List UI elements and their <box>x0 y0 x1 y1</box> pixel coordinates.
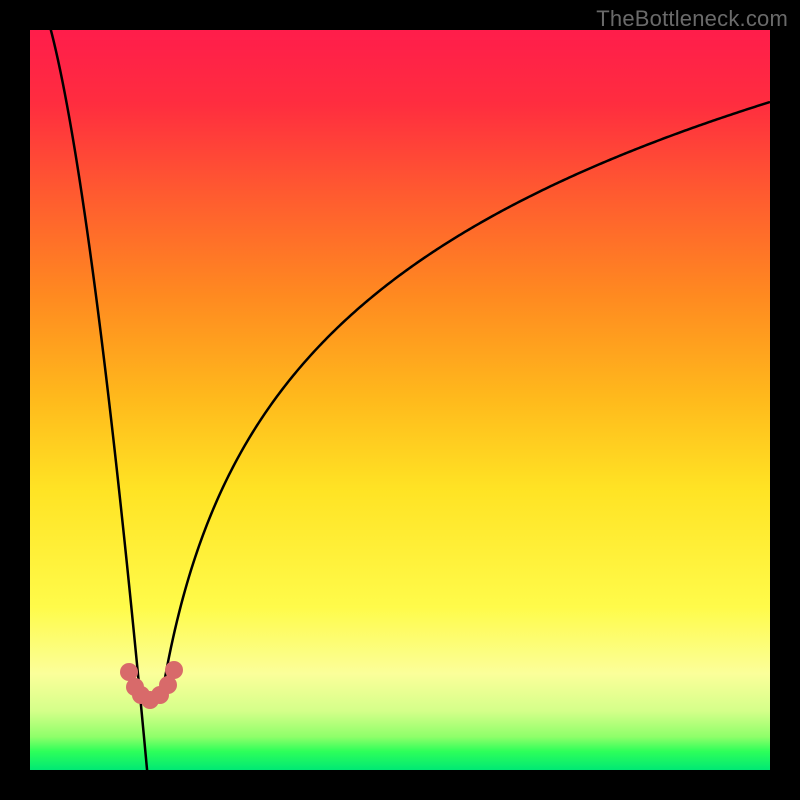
plot-area <box>30 30 770 770</box>
trough-dot <box>165 661 183 679</box>
curve-right <box>149 102 769 695</box>
watermark-text: TheBottleneck.com <box>596 6 788 32</box>
chart-curves-svg <box>0 0 800 800</box>
